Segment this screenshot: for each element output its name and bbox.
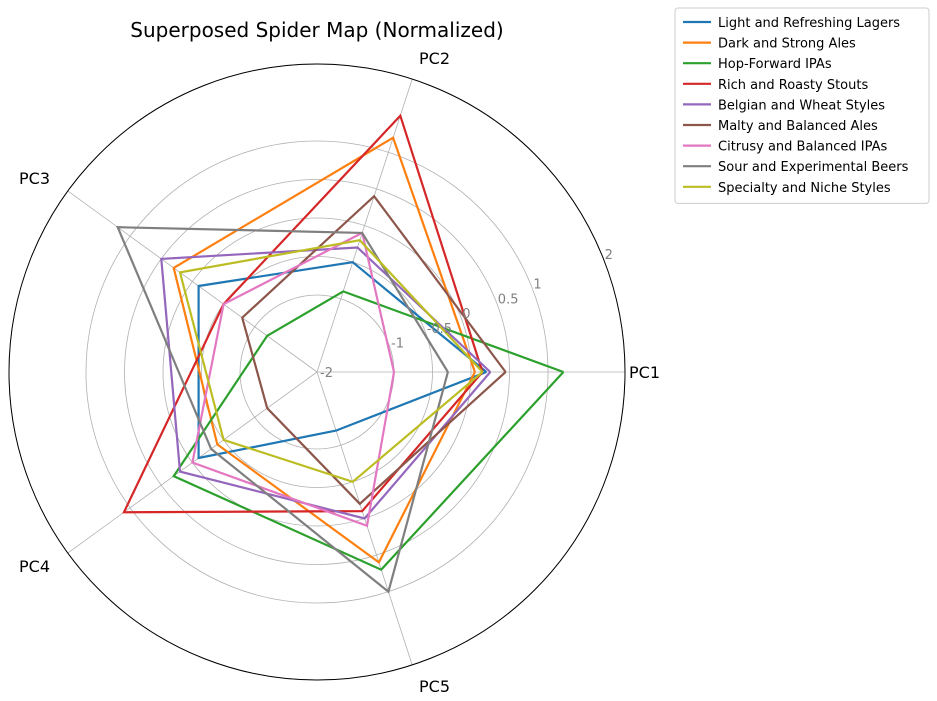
series-line-8 [116,226,449,594]
grid-spoke [67,190,318,373]
r-tick-label: -2 [320,366,333,381]
legend: Light and Refreshing Lagers Dark and Stro… [674,7,930,204]
r-tick-label: 2 [605,248,613,263]
series-line-6 [240,194,507,506]
r-tick-label: -1 [391,337,404,352]
grid-spoke [316,78,413,373]
r-tick-label: 1 [533,278,541,293]
r-tick-label: 0.5 [498,292,519,307]
polar-frame [8,63,626,681]
legend-label: Belgian and Wheat Styles [718,98,885,113]
axis-label-pc3: PC3 [19,169,50,188]
legend-box [674,7,930,204]
radar-grid [8,63,626,681]
legend-label: Sour and Experimental Beers [718,160,909,175]
series-line-2 [172,136,476,565]
legend-label: Hop-Forward IPAs [718,57,832,72]
series-line-5 [160,246,492,520]
legend-label: Dark and Strong Ales [718,37,856,52]
series-line-9 [178,239,484,484]
legend-label: Specialty and Niche Styles [718,181,891,196]
legend-label: Light and Refreshing Lagers [718,16,900,31]
radar-labels: -2 -1 -0.5 0 0.5 1 2 PC1 PC2 PC3 PC4 PC5 [19,49,660,696]
chart-title: Superposed Spider Map (Normalized) [130,18,503,42]
axis-label-pc1: PC1 [629,363,660,382]
series-line-3 [172,290,565,572]
axis-label-pc2: PC2 [419,49,450,68]
legend-label: Malty and Balanced Ales [718,119,878,134]
radar-series [116,113,565,594]
legend-label: Rich and Roasty Stouts [718,78,868,93]
r-tick-label: 0 [462,307,470,322]
legend-label: Citrusy and Balanced IPAs [718,140,888,155]
axis-label-pc5: PC5 [419,677,450,696]
axis-label-pc4: PC4 [19,557,50,576]
r-tick-label: -0.5 [427,322,452,337]
